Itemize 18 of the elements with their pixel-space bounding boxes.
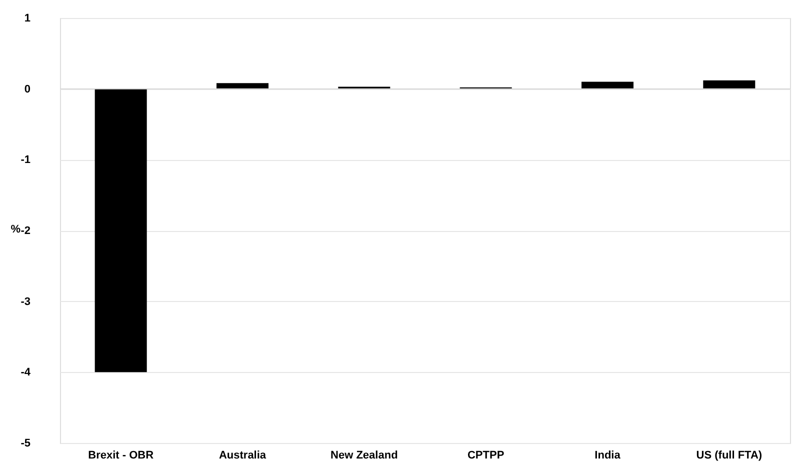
y-tick-label: -4 — [20, 366, 32, 379]
x-tick-label: Brexit - OBR — [88, 450, 154, 462]
y-tick-label: -3 — [20, 296, 30, 308]
bar — [216, 83, 268, 89]
x-tick-label: CPTPP — [467, 450, 504, 462]
y-tick-label: 1 — [24, 12, 30, 24]
y-tick-label: -2 — [20, 225, 30, 237]
x-tick-label: US (full FTA) — [696, 450, 762, 462]
y-axis-title: % — [10, 224, 21, 236]
y-tick-label: -1 — [20, 154, 30, 166]
y-tick-label: -5 — [20, 438, 30, 450]
y-tick-label: 0 — [24, 83, 30, 96]
x-tick-label: Australia — [218, 450, 267, 462]
bar — [94, 88, 147, 372]
x-tick-label: New Zealand — [330, 450, 398, 462]
bar — [582, 82, 634, 89]
x-tick-label: India — [594, 450, 622, 462]
bar — [703, 80, 756, 89]
